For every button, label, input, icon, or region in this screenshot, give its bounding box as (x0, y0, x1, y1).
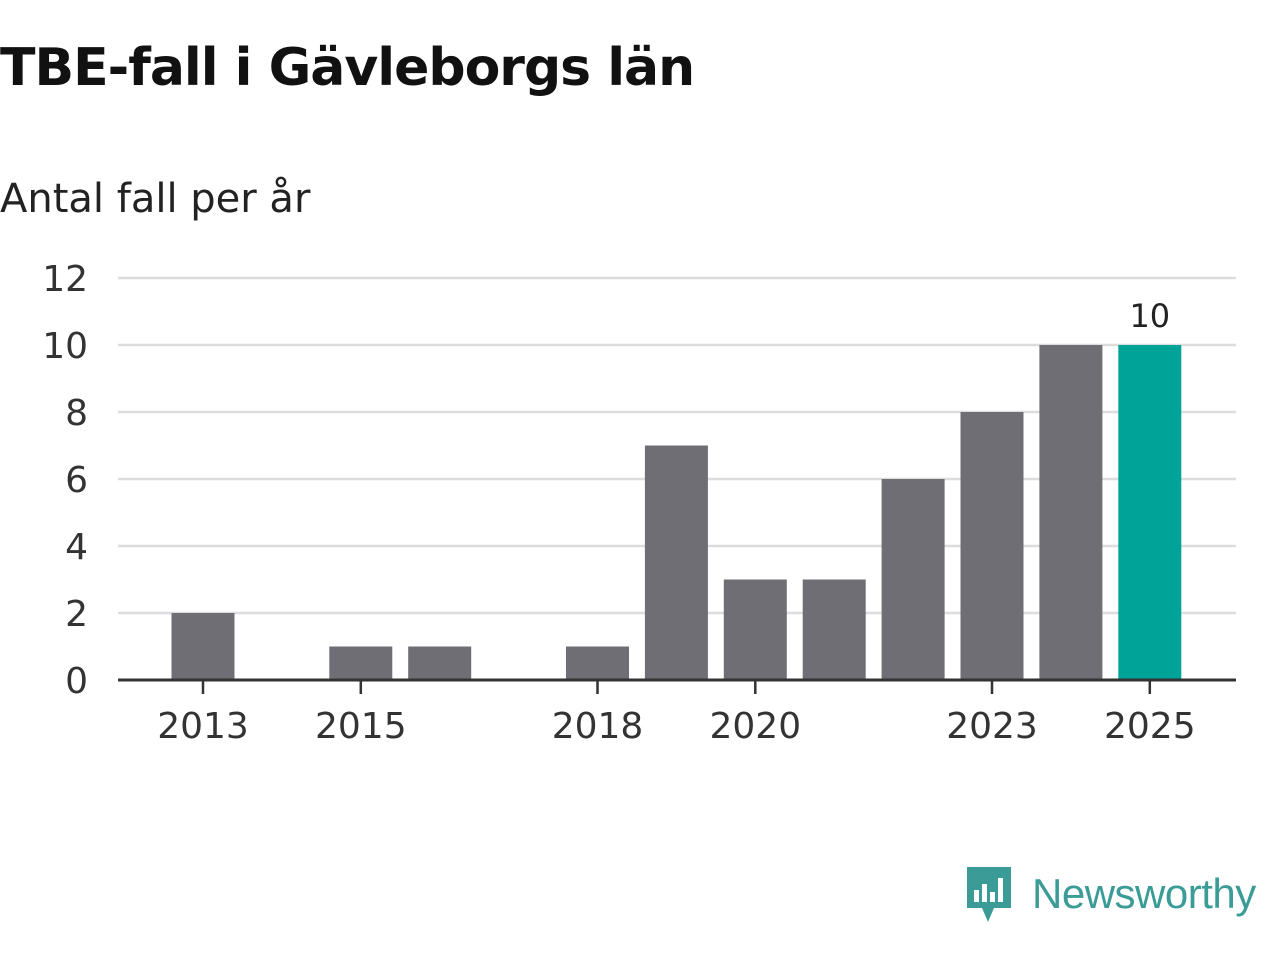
bar (408, 646, 472, 680)
data-label: 10 (1129, 297, 1170, 335)
y-tick-label: 10 (42, 326, 88, 367)
bar (1039, 345, 1103, 680)
chart-subtitle: Antal fall per år (0, 176, 311, 222)
x-tick-label: 2013 (157, 706, 249, 747)
bar-chart: 0 2 4 6 8 10 12 10 2013 2015 2018 2020 2023 2025 (42, 259, 1236, 747)
bar (644, 445, 708, 680)
y-tick-label: 2 (65, 594, 88, 635)
brand-logo: Newsworthy (964, 864, 1256, 924)
bar (171, 613, 235, 680)
x-tick-label: 2018 (552, 706, 644, 747)
bar (566, 646, 629, 680)
brand-name: Newsworthy (1032, 870, 1256, 917)
x-tick-label: 2015 (315, 706, 407, 747)
y-tick-label: 6 (65, 460, 88, 501)
y-tick-label: 8 (65, 393, 88, 434)
bar (960, 412, 1024, 680)
x-tick-label: 2025 (1104, 706, 1196, 747)
newsworthy-logo-icon (967, 867, 1011, 922)
bar (802, 579, 866, 680)
bar (723, 579, 787, 680)
x-tick-label: 2023 (946, 706, 1038, 747)
y-tick-label: 12 (42, 259, 88, 300)
x-tick-label: 2020 (709, 706, 801, 747)
y-tick-label: 4 (65, 527, 88, 568)
chart-title: TBE-fall i Gävleborgs län (0, 38, 695, 98)
bar (881, 479, 945, 680)
bar (1118, 345, 1182, 680)
y-tick-label: 0 (65, 661, 88, 702)
bar (329, 646, 393, 680)
